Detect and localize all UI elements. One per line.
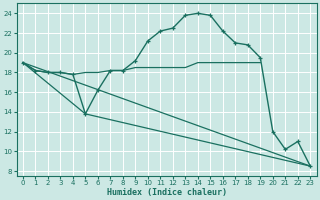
X-axis label: Humidex (Indice chaleur): Humidex (Indice chaleur) [107,188,227,197]
